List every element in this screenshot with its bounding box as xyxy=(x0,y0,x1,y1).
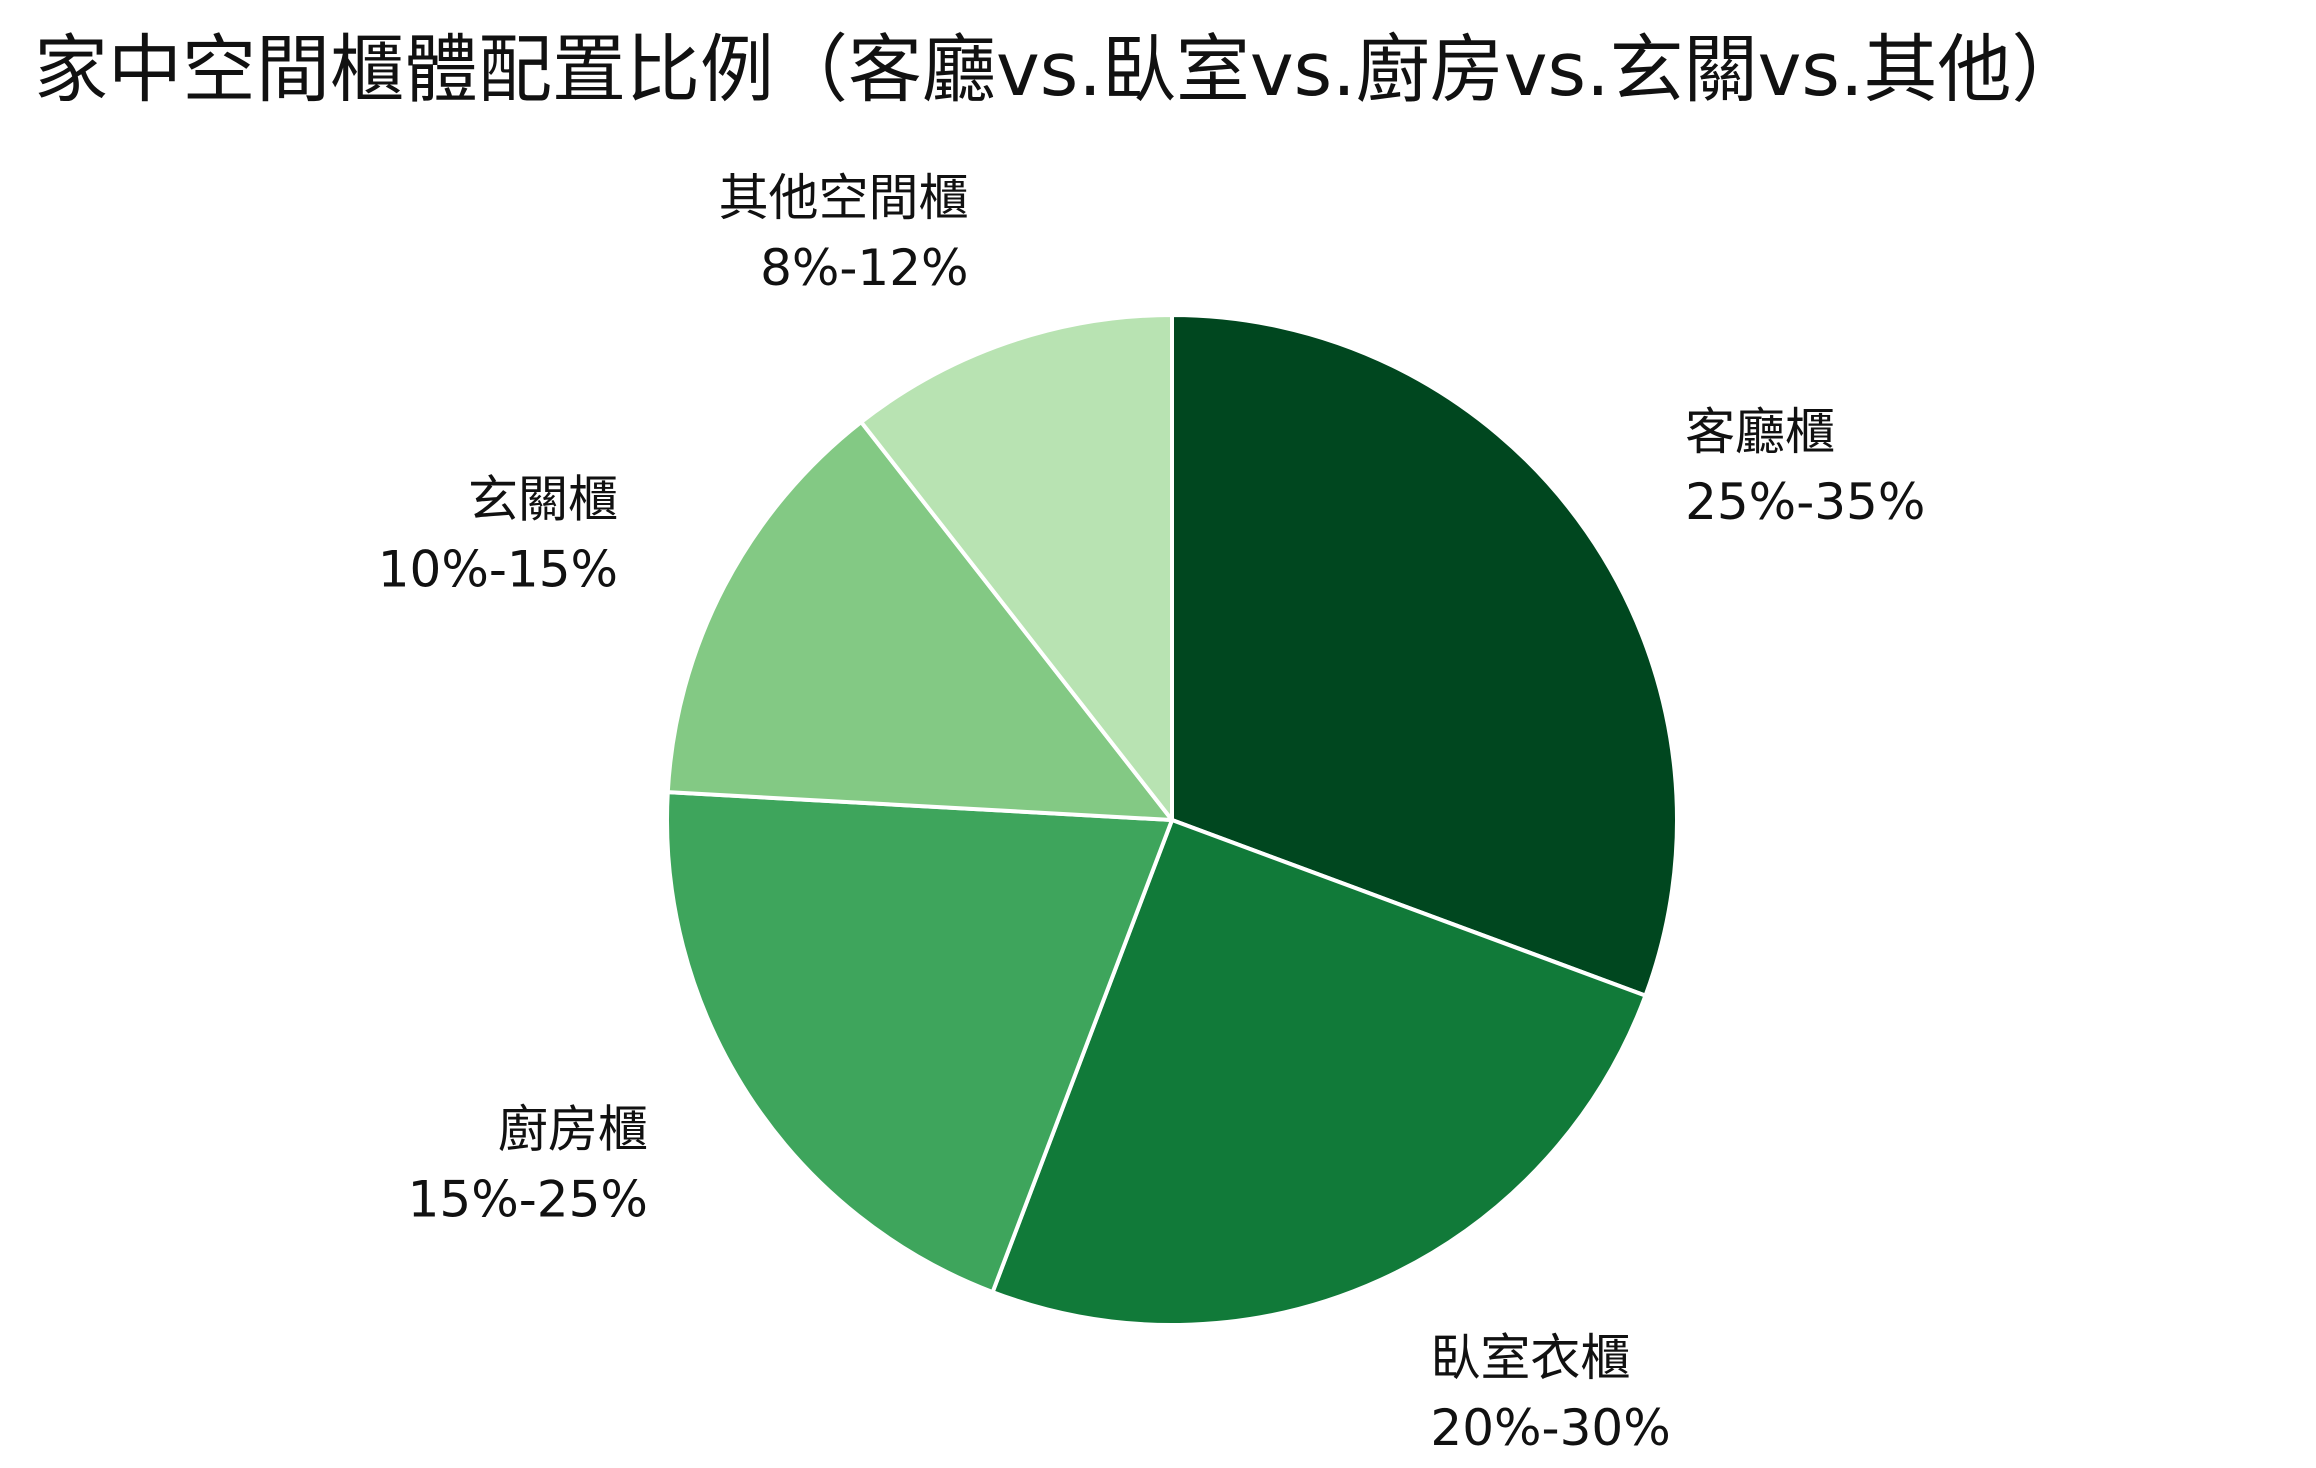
slice-label: 其他空間櫃 xyxy=(719,169,969,227)
slice-range-label: 25%-35% xyxy=(1685,473,1925,531)
slice-label: 客廳櫃 xyxy=(1685,403,1835,461)
slice-range-label: 10%-15% xyxy=(378,541,618,599)
slice-label: 玄關櫃 xyxy=(468,471,618,529)
pie-slice xyxy=(990,818,1648,1327)
chart-title: 家中空間櫃體配置比例（客廳vs.臥室vs.廚房vs.玄關vs.其他） xyxy=(34,27,2086,113)
slice-label: 臥室衣櫃 xyxy=(1430,1329,1630,1387)
slice-label: 廚房櫃 xyxy=(498,1101,648,1159)
slice-range-label: 15%-25% xyxy=(408,1171,648,1229)
pie-slice xyxy=(859,313,1174,822)
slice-range-label: 20%-30% xyxy=(1430,1399,1670,1457)
pie-labels: 客廳櫃 25%-35% 臥室衣櫃 20%-30% 廚房櫃 15%-25% 玄關櫃 10%-15… xyxy=(378,169,1926,1457)
slice-range-label: 8%-12% xyxy=(760,239,969,297)
pie-slice xyxy=(1170,313,1679,998)
pie-slice xyxy=(665,420,1174,822)
pie-slices xyxy=(665,313,1679,1327)
pie-slice xyxy=(665,790,1174,1295)
